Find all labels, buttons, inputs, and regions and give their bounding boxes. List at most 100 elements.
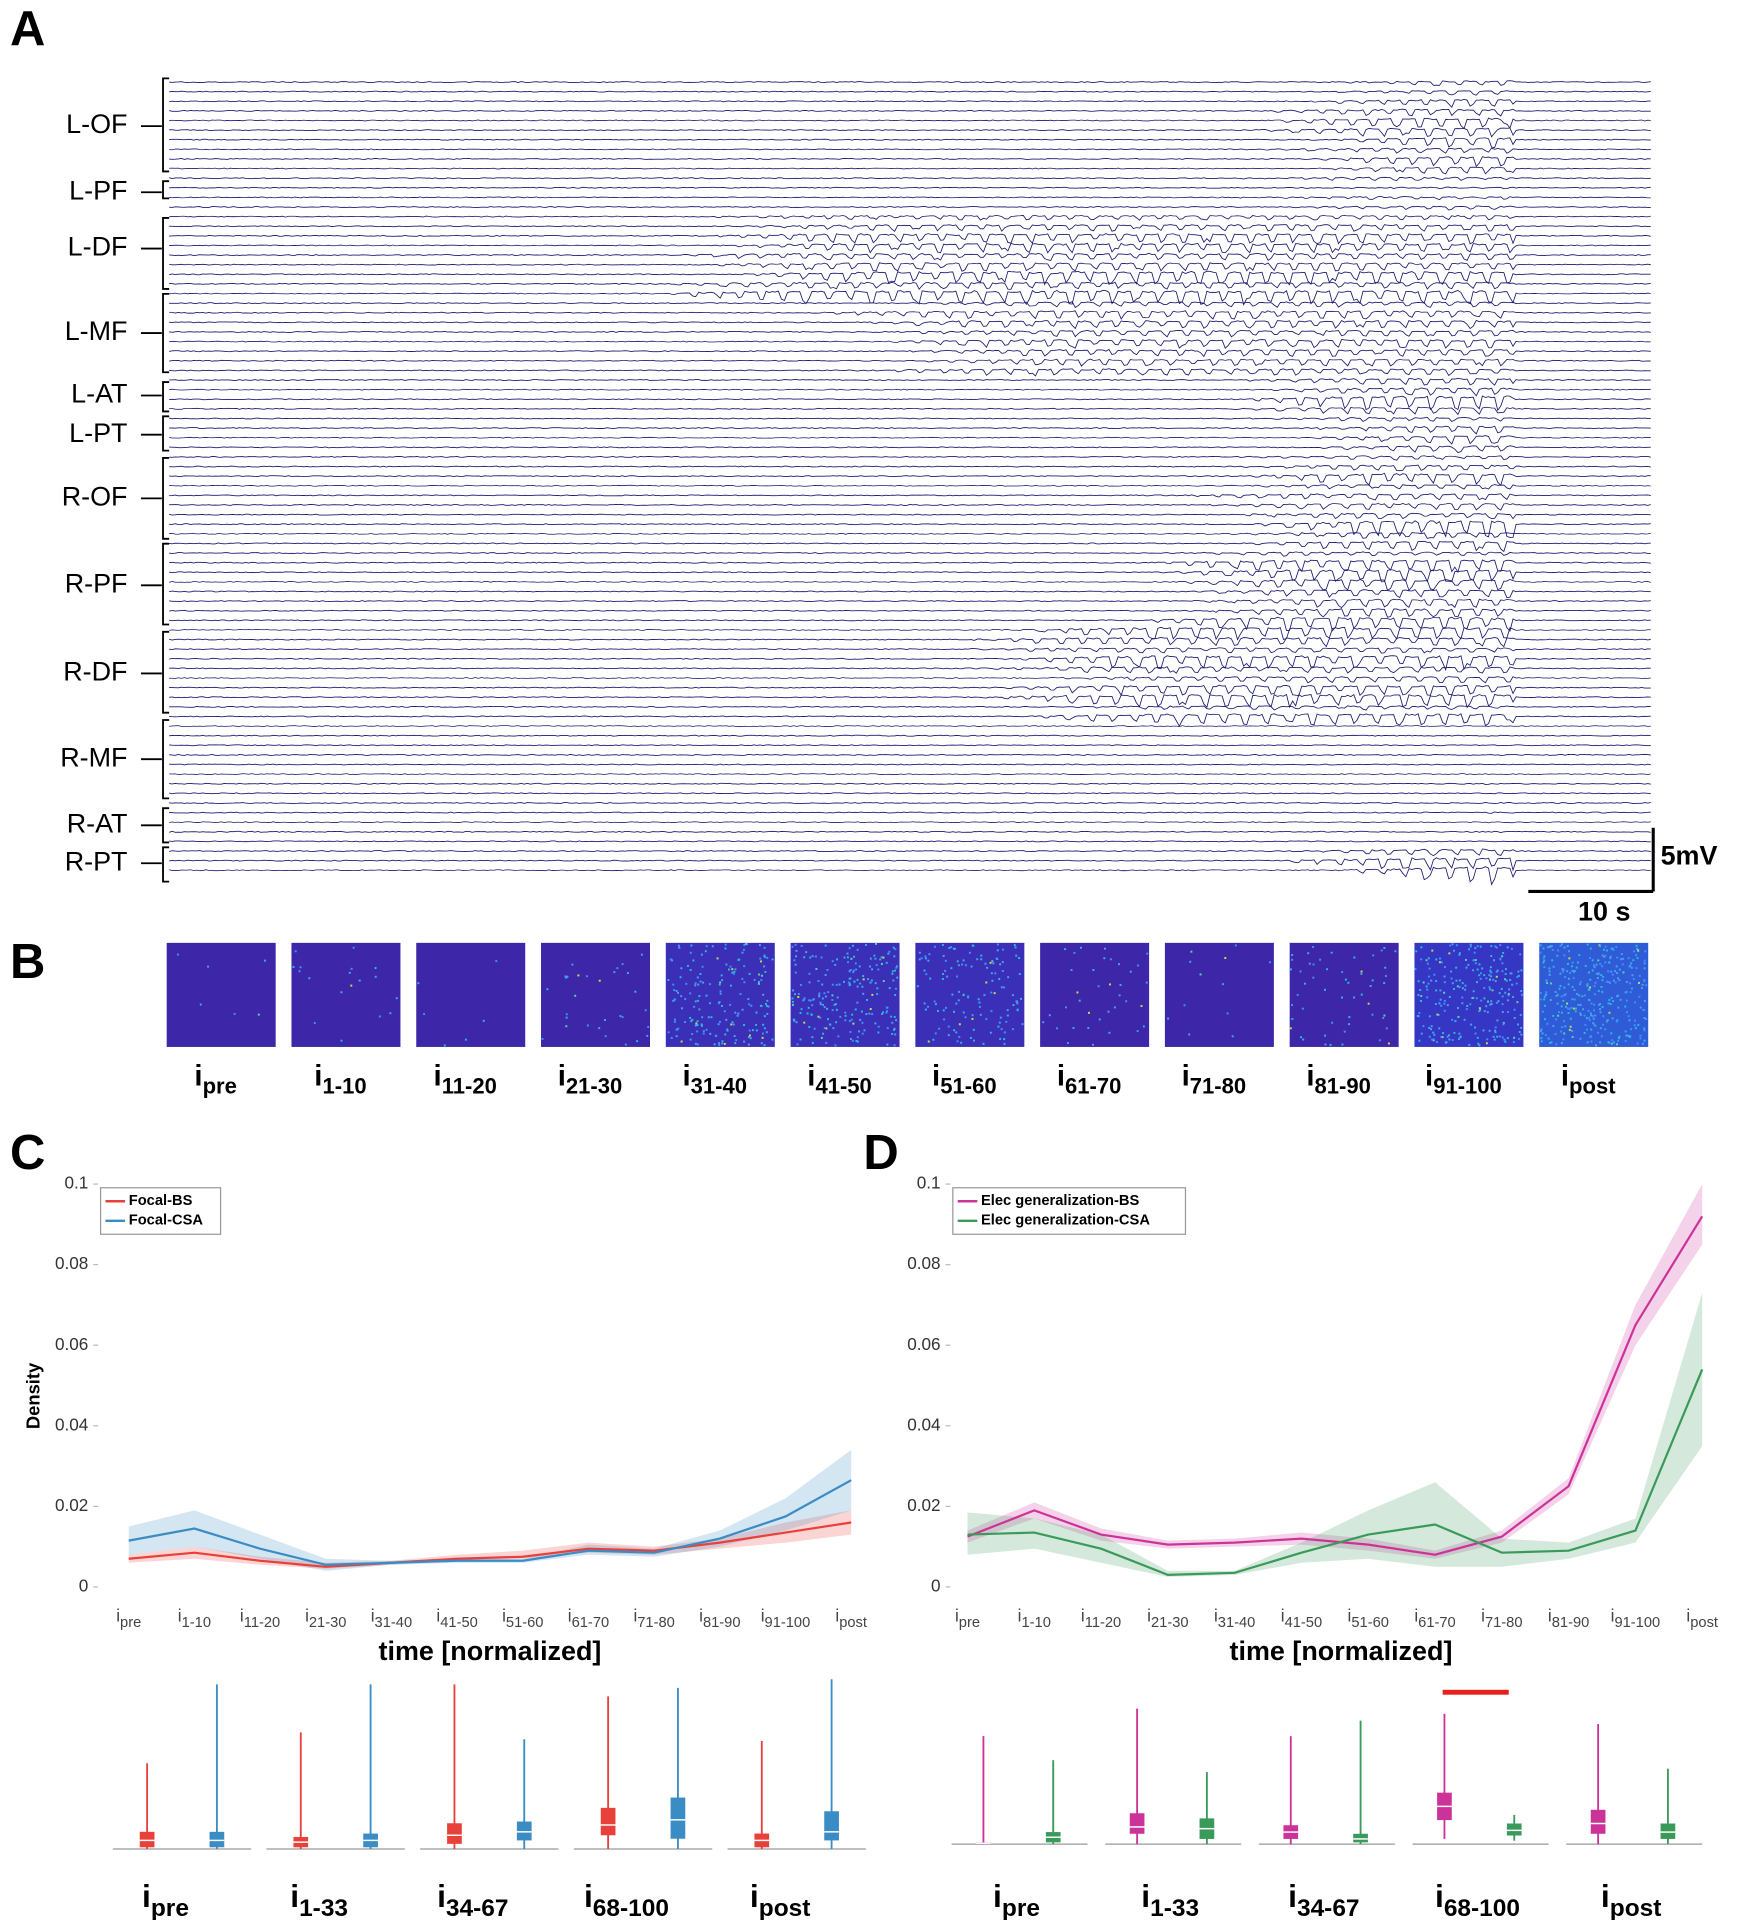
matrix-cell bbox=[1586, 1028, 1588, 1031]
subscript-label: i11-20 bbox=[240, 1605, 280, 1631]
matrix-cell bbox=[895, 965, 898, 968]
matrix-cell bbox=[1618, 979, 1621, 982]
x-axis-label: time [normalized] bbox=[1230, 1636, 1453, 1666]
matrix-cell bbox=[603, 1019, 606, 1021]
matrix-cell bbox=[1489, 988, 1492, 991]
matrix-cell bbox=[1189, 960, 1192, 963]
label-sub: 31-40 bbox=[375, 1615, 413, 1631]
matrix-cell bbox=[1563, 954, 1566, 957]
matrix-cell bbox=[1562, 1038, 1565, 1041]
matrix-cell bbox=[890, 1015, 893, 1018]
matrix-cell bbox=[1566, 970, 1569, 973]
subscript-label: ipre bbox=[993, 1879, 1040, 1920]
matrix-cell bbox=[1476, 981, 1478, 984]
matrix-cell bbox=[1458, 979, 1461, 982]
matrix-cell bbox=[1612, 979, 1615, 982]
matrix-cell bbox=[565, 1025, 568, 1028]
matrix-cell bbox=[791, 997, 794, 1000]
matrix-cell bbox=[747, 998, 750, 1001]
matrix-cell bbox=[823, 1027, 826, 1030]
eeg-trace bbox=[169, 233, 1651, 245]
matrix-cell bbox=[1594, 1014, 1597, 1017]
matrix-cell bbox=[761, 1036, 764, 1039]
matrix-cell bbox=[1360, 993, 1363, 996]
matrix-cell bbox=[1422, 981, 1425, 984]
matrix-cell bbox=[1517, 1023, 1519, 1026]
matrix-cell bbox=[896, 976, 899, 979]
matrix-cell bbox=[805, 951, 808, 954]
bracket bbox=[162, 415, 170, 452]
box bbox=[600, 1807, 616, 1836]
matrix-cell bbox=[995, 957, 998, 960]
matrix-cell bbox=[1001, 948, 1004, 951]
matrix-cell bbox=[956, 960, 959, 963]
series-line bbox=[128, 1479, 852, 1566]
matrix-cell bbox=[1439, 989, 1442, 992]
matrix-cell bbox=[1369, 985, 1372, 987]
matrix-cell bbox=[894, 1033, 897, 1036]
matrix-cell bbox=[1570, 1030, 1573, 1032]
matrix-cell bbox=[1504, 1040, 1507, 1043]
matrix-cell bbox=[1552, 1014, 1555, 1017]
matrix-cell bbox=[674, 998, 677, 1001]
matrix-cell bbox=[1507, 994, 1510, 997]
matrix-cell bbox=[856, 978, 859, 981]
matrix-cell bbox=[986, 966, 989, 969]
matrix-cell bbox=[849, 969, 852, 971]
matrix-cell bbox=[1570, 1006, 1573, 1009]
matrix-cell bbox=[1078, 999, 1081, 1002]
matrix-cell bbox=[1042, 1021, 1045, 1024]
matrix-cell bbox=[937, 1010, 940, 1013]
label-main: i bbox=[807, 1059, 815, 1092]
matrix-cell bbox=[546, 988, 549, 991]
eeg-trace bbox=[169, 310, 1651, 320]
label-sub: pre bbox=[151, 1896, 189, 1920]
label-main: i bbox=[502, 1605, 506, 1625]
matrix-cell bbox=[818, 995, 821, 998]
label-sub: 51-60 bbox=[940, 1073, 996, 1098]
matrix-cell bbox=[860, 1010, 863, 1013]
matrix-cell bbox=[1593, 965, 1596, 968]
matrix-cell bbox=[1548, 967, 1551, 970]
matrix-cell bbox=[1098, 1018, 1101, 1021]
matrix-cell bbox=[1119, 983, 1122, 986]
matrix-cell bbox=[741, 1008, 744, 1011]
matrix-cell bbox=[1226, 1012, 1229, 1015]
matrix-cell bbox=[996, 949, 999, 952]
matrix-cell bbox=[1610, 1032, 1613, 1035]
matrix-cell bbox=[1103, 957, 1106, 960]
matrix-cell bbox=[1622, 971, 1625, 974]
matrix-cell bbox=[850, 1018, 853, 1021]
subscript-label: i31-40 bbox=[371, 1605, 412, 1631]
matrix-cell bbox=[814, 955, 817, 958]
matrix-cell bbox=[680, 967, 683, 970]
matrix-cell bbox=[1625, 990, 1628, 993]
matrix-cell bbox=[874, 942, 877, 945]
matrix-cell bbox=[822, 1003, 825, 1006]
eeg-trace bbox=[169, 395, 1651, 412]
matrix-cell bbox=[1572, 970, 1575, 973]
matrix-cell bbox=[732, 972, 735, 975]
y-tick-label: 0 bbox=[931, 1575, 941, 1595]
matrix-cell bbox=[1579, 1004, 1582, 1006]
matrix-cell bbox=[1618, 968, 1621, 971]
matrix-cell bbox=[831, 999, 834, 1001]
matrix-cell bbox=[1092, 968, 1095, 971]
matrix-cell bbox=[1601, 965, 1604, 968]
eeg-trace bbox=[169, 693, 1651, 709]
eeg-trace bbox=[169, 626, 1651, 641]
matrix-cell bbox=[1629, 991, 1632, 994]
eeg-trace bbox=[169, 289, 1651, 307]
matrix-cell bbox=[699, 980, 702, 983]
matrix-cell bbox=[846, 952, 849, 955]
matrix-cell bbox=[1554, 991, 1557, 993]
matrix-cell bbox=[764, 970, 767, 973]
matrix-cell bbox=[1140, 1005, 1143, 1007]
matrix-cell bbox=[713, 1043, 716, 1046]
matrix-cell bbox=[964, 1016, 967, 1019]
matrix-cell bbox=[748, 1029, 751, 1032]
eeg-trace bbox=[169, 502, 1651, 511]
matrix-cell bbox=[1485, 977, 1488, 980]
label-sub: 91-100 bbox=[1614, 1615, 1660, 1631]
eeg-trace bbox=[169, 242, 1651, 254]
